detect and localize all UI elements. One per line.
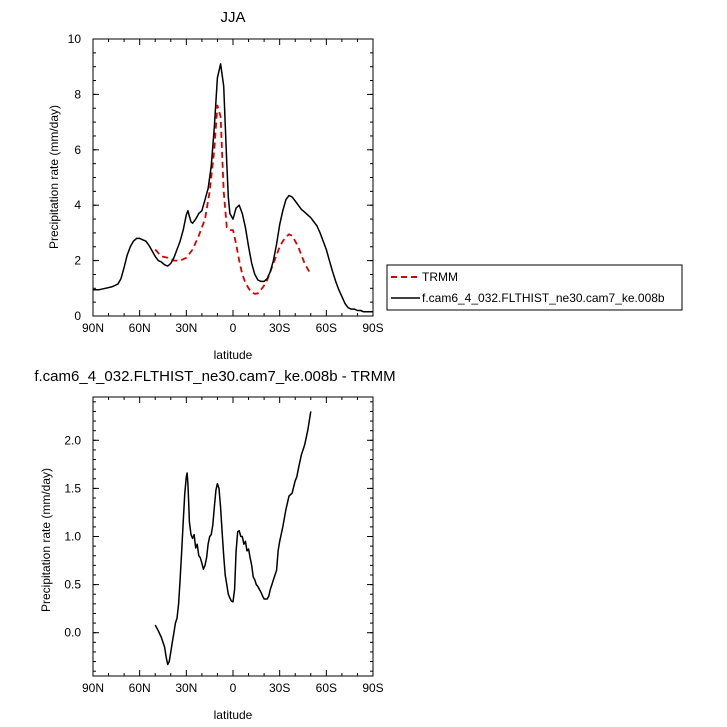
y-tick-label: 0.5 <box>64 578 81 592</box>
x-tick-label: 60N <box>129 321 151 335</box>
y-tick-label: 6 <box>74 143 81 157</box>
x-tick-label: 90N <box>82 321 104 335</box>
bottom-panel: f.cam6_4_032.FLTHIST_ne30.cam7_ke.008b -… <box>34 368 395 722</box>
y-tick-label: 8 <box>74 87 81 101</box>
series-line-0 <box>154 411 312 666</box>
y-tick-label: 2 <box>74 254 81 268</box>
x-tick-label: 30N <box>175 321 197 335</box>
chart-title: f.cam6_4_032.FLTHIST_ne30.cam7_ke.008b -… <box>34 368 395 385</box>
legend: TRMM f.cam6_4_032.FLTHIST_ne30.cam7_ke.0… <box>386 264 683 311</box>
legend-label-trmm: TRMM <box>422 270 458 284</box>
series-line-1 <box>93 63 373 313</box>
y-tick-label: 4 <box>74 198 81 212</box>
x-tick-label: 90S <box>362 681 383 695</box>
plot-frame <box>92 38 374 317</box>
legend-label-model: f.cam6_4_032.FLTHIST_ne30.cam7_ke.008b <box>422 291 665 305</box>
y-tick-label: 0 <box>74 309 81 323</box>
x-tick-label: 60N <box>129 681 151 695</box>
y-tick-label: 1.0 <box>64 530 81 544</box>
y-tick-label: 10 <box>68 32 82 46</box>
y-tick-label: 1.5 <box>64 481 81 495</box>
legend-box <box>386 264 683 311</box>
y-tick-label: 0.0 <box>64 626 81 640</box>
x-tick-label: 60S <box>316 321 337 335</box>
y-axis-label: Precipitation rate (mm/day) <box>39 468 53 612</box>
x-tick-label: 90N <box>82 681 104 695</box>
x-axis-label: latitude <box>214 348 253 362</box>
x-tick-label: 0 <box>230 321 237 335</box>
plot-frame <box>92 396 374 677</box>
y-axis-label: Precipitation rate (mm/day) <box>47 105 61 249</box>
x-tick-label: 30S <box>269 321 290 335</box>
y-tick-label: 2.0 <box>64 433 81 447</box>
x-tick-label: 30N <box>175 681 197 695</box>
x-axis-label: latitude <box>214 708 253 722</box>
top-panel: JJA latitude Precipitation rate (mm/day)… <box>47 9 384 362</box>
x-tick-label: 30S <box>269 681 290 695</box>
chart-title: JJA <box>220 9 245 26</box>
series-line-0 <box>154 104 312 295</box>
x-tick-label: 60S <box>316 681 337 695</box>
x-tick-label: 0 <box>230 681 237 695</box>
x-tick-label: 90S <box>362 321 383 335</box>
